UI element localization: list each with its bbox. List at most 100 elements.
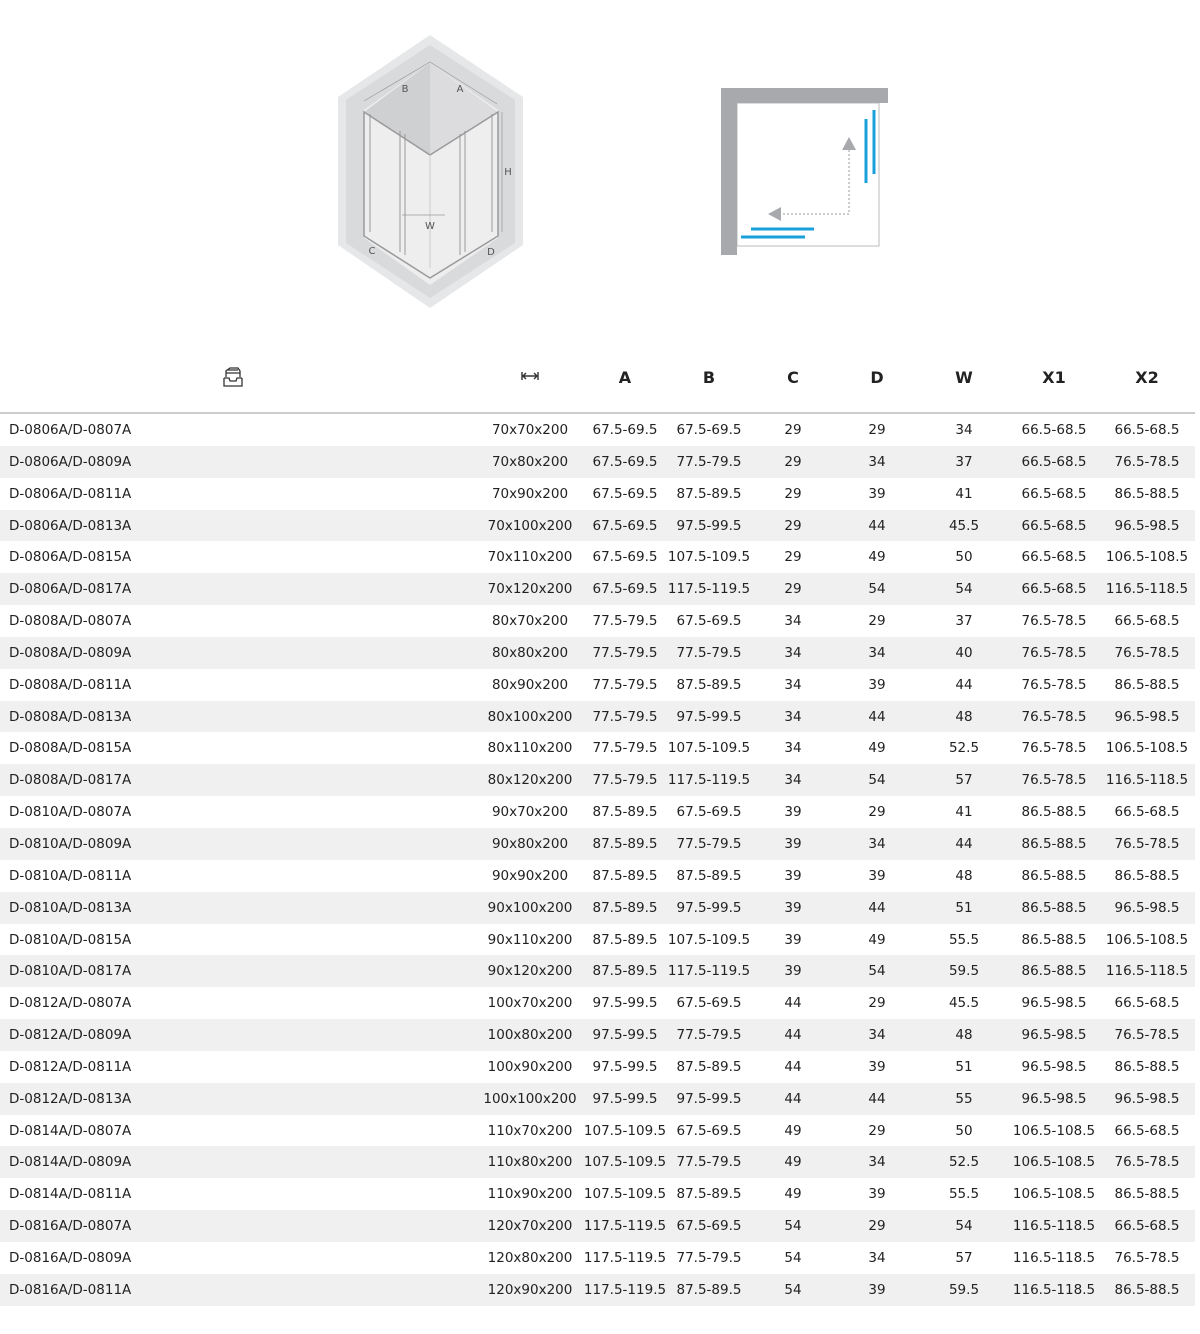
cell-b: 97.5-99.5 bbox=[676, 708, 742, 725]
cell-size: 120x80x200 bbox=[487, 1249, 573, 1266]
cell-b: 107.5-109.5 bbox=[667, 549, 751, 566]
cell-a: 67.5-69.5 bbox=[592, 422, 658, 438]
cell-b: 87.5-89.5 bbox=[676, 676, 742, 693]
cell-c: 39 bbox=[784, 931, 802, 948]
cell-d: 44 bbox=[868, 899, 886, 916]
label-c: C bbox=[369, 246, 376, 257]
cell-d: 54 bbox=[868, 772, 886, 789]
cell-x1: 96.5-98.5 bbox=[1021, 1058, 1087, 1075]
table-row: D-0812A/D-0807A 100x70x200 97.5-99.5 67.5-6… bbox=[0, 987, 1195, 1019]
cell-a: 97.5-99.5 bbox=[592, 1058, 658, 1075]
cell-x2: 116.5-118.5 bbox=[1105, 963, 1189, 980]
cell-x1: 106.5-108.5 bbox=[1012, 1186, 1096, 1203]
cell-model-code: D-0806A/D-0807A bbox=[9, 422, 132, 438]
cell-size: 70x70x200 bbox=[491, 422, 569, 438]
cell-c: 44 bbox=[784, 1058, 802, 1075]
cell-a: 67.5-69.5 bbox=[592, 581, 658, 598]
cell-x2: 86.5-88.5 bbox=[1114, 676, 1180, 693]
cell-x2: 96.5-98.5 bbox=[1114, 899, 1180, 916]
column-header-x2: X2 bbox=[1135, 368, 1159, 387]
table-row: D-0806A/D-0809A 70x80x200 67.5-69.5 77.5-79… bbox=[0, 445, 1195, 478]
cell-b: 117.5-119.5 bbox=[667, 772, 751, 789]
cell-d: 34 bbox=[868, 1249, 886, 1266]
table-row: D-0814A/D-0809A 110x80x200 107.5-109.5 77.5… bbox=[0, 1146, 1195, 1179]
cell-w: 50 bbox=[955, 1122, 973, 1139]
table-row: D-0816A/D-0811A 120x90x200 117.5-119.5 87.5… bbox=[0, 1273, 1195, 1306]
cell-x2: 116.5-118.5 bbox=[1105, 581, 1189, 598]
cell-c: 39 bbox=[784, 804, 802, 821]
cell-x2: 106.5-108.5 bbox=[1105, 549, 1189, 566]
cell-size: 80x90x200 bbox=[491, 676, 569, 693]
cell-x1: 86.5-88.5 bbox=[1021, 963, 1087, 980]
cell-x1: 106.5-108.5 bbox=[1012, 1122, 1096, 1139]
cell-d: 49 bbox=[868, 931, 886, 948]
label-h: H bbox=[504, 167, 512, 178]
cell-w: 48 bbox=[955, 708, 973, 725]
cell-a: 77.5-79.5 bbox=[592, 613, 658, 630]
cell-x1: 76.5-78.5 bbox=[1021, 613, 1087, 630]
table-row: D-0810A/D-0809A 90x80x200 87.5-89.5 77.5-79… bbox=[0, 827, 1195, 860]
cell-d: 29 bbox=[868, 1122, 886, 1139]
cell-model-code: D-0810A/D-0817A bbox=[9, 963, 132, 980]
cell-x1: 116.5-118.5 bbox=[1012, 1281, 1096, 1298]
cell-x1: 66.5-68.5 bbox=[1021, 422, 1087, 438]
cell-model-code: D-0808A/D-0809A bbox=[9, 644, 132, 661]
cell-x2: 76.5-78.5 bbox=[1114, 1027, 1180, 1044]
cell-c: 29 bbox=[784, 453, 802, 470]
cell-b: 77.5-79.5 bbox=[676, 1027, 742, 1044]
cell-w: 37 bbox=[955, 613, 973, 630]
cell-b: 97.5-99.5 bbox=[676, 1090, 742, 1107]
cell-a: 117.5-119.5 bbox=[583, 1281, 667, 1298]
cell-x1: 66.5-68.5 bbox=[1021, 485, 1087, 502]
cell-size: 100x90x200 bbox=[487, 1058, 573, 1075]
cell-c: 39 bbox=[784, 963, 802, 980]
cell-d: 54 bbox=[868, 963, 886, 980]
cell-model-code: D-0808A/D-0817A bbox=[9, 772, 132, 789]
cell-b: 87.5-89.5 bbox=[676, 1058, 742, 1075]
cell-x2: 76.5-78.5 bbox=[1114, 1249, 1180, 1266]
cell-a: 107.5-109.5 bbox=[583, 1154, 667, 1171]
cell-size: 70x90x200 bbox=[491, 485, 569, 502]
cell-model-code: D-0810A/D-0815A bbox=[9, 931, 132, 948]
cell-model-code: D-0806A/D-0813A bbox=[9, 517, 132, 534]
column-header-a: A bbox=[618, 368, 632, 387]
cell-c: 29 bbox=[784, 549, 802, 566]
table-row: D-0806A/D-0815A 70x110x200 67.5-69.5 107.5-… bbox=[0, 541, 1195, 573]
cell-a: 77.5-79.5 bbox=[592, 708, 658, 725]
table-row: D-0808A/D-0807A 80x70x200 77.5-79.5 67.5-69… bbox=[0, 605, 1195, 637]
cell-c: 39 bbox=[784, 899, 802, 916]
cell-a: 97.5-99.5 bbox=[592, 995, 658, 1012]
cell-d: 44 bbox=[868, 708, 886, 725]
cell-b: 87.5-89.5 bbox=[676, 485, 742, 502]
cell-a: 87.5-89.5 bbox=[592, 804, 658, 821]
cell-d: 29 bbox=[868, 1218, 886, 1235]
cell-model-code: D-0806A/D-0811A bbox=[9, 485, 132, 502]
cell-model-code: D-0812A/D-0813A bbox=[9, 1090, 132, 1107]
cell-c: 34 bbox=[784, 613, 802, 630]
cell-c: 44 bbox=[784, 1027, 802, 1044]
cell-size: 110x90x200 bbox=[487, 1186, 573, 1203]
cell-model-code: D-0816A/D-0811A bbox=[9, 1281, 132, 1298]
table-header: A B C D W X1 X2 bbox=[0, 358, 1195, 414]
cell-w: 34 bbox=[955, 422, 973, 438]
cell-d: 29 bbox=[868, 613, 886, 630]
enclosure-isometric-diagram: B A H W C D bbox=[338, 35, 523, 308]
table-row: D-0806A/D-0813A 70x100x200 67.5-69.5 97.5-9… bbox=[0, 509, 1195, 542]
cell-d: 39 bbox=[868, 485, 886, 502]
cell-a: 87.5-89.5 bbox=[592, 867, 658, 884]
label-b: B bbox=[402, 84, 409, 95]
cell-w: 51 bbox=[955, 899, 973, 916]
cell-w: 54 bbox=[955, 581, 973, 598]
cell-b: 107.5-109.5 bbox=[667, 931, 751, 948]
cell-model-code: D-0806A/D-0815A bbox=[9, 549, 132, 566]
cell-c: 54 bbox=[784, 1249, 802, 1266]
cell-c: 49 bbox=[784, 1186, 802, 1203]
cell-c: 29 bbox=[784, 517, 802, 534]
cell-a: 77.5-79.5 bbox=[592, 740, 658, 757]
table-row: D-0806A/D-0811A 70x90x200 67.5-69.5 87.5-89… bbox=[0, 478, 1195, 510]
width-arrows-icon bbox=[520, 368, 540, 387]
table-row: D-0816A/D-0809A 120x80x200 117.5-119.5 77.5… bbox=[0, 1242, 1195, 1274]
cell-c: 34 bbox=[784, 676, 802, 693]
cell-b: 77.5-79.5 bbox=[676, 644, 742, 661]
cell-x2: 106.5-108.5 bbox=[1105, 931, 1189, 948]
